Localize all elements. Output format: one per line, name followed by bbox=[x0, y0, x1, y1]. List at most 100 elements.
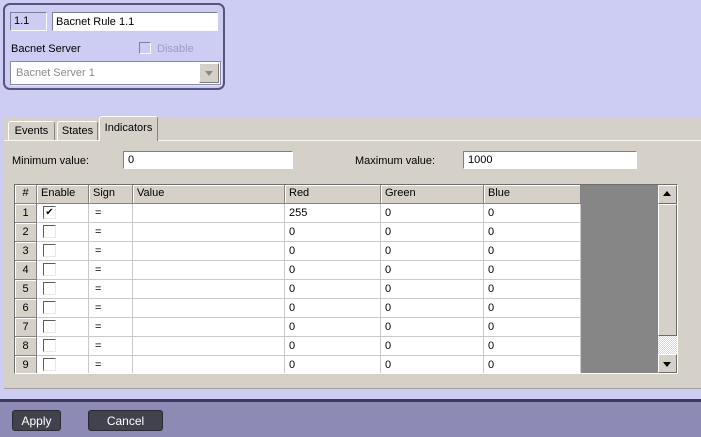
enable-cell[interactable] bbox=[37, 242, 89, 261]
blue-cell[interactable]: 0 bbox=[484, 223, 581, 242]
dropdown-button[interactable] bbox=[199, 63, 219, 83]
value-cell[interactable] bbox=[133, 337, 285, 356]
row-number: 7 bbox=[15, 318, 37, 337]
column-header-enable[interactable]: Enable bbox=[37, 185, 89, 204]
value-cell[interactable] bbox=[133, 223, 285, 242]
table-row: 2 = 0 0 0 bbox=[15, 223, 581, 242]
enable-checkbox[interactable] bbox=[43, 263, 56, 276]
red-cell[interactable]: 255 bbox=[285, 204, 381, 223]
sign-cell[interactable]: = bbox=[89, 299, 133, 318]
scroll-down-button[interactable] bbox=[658, 354, 677, 373]
green-cell[interactable]: 0 bbox=[381, 223, 484, 242]
rule-name-field[interactable] bbox=[52, 12, 218, 31]
column-header-green[interactable]: Green bbox=[381, 185, 484, 204]
green-cell[interactable]: 0 bbox=[381, 261, 484, 280]
tab-page-top-edge bbox=[4, 140, 701, 141]
enable-cell[interactable]: ✔ bbox=[37, 204, 89, 223]
maximum-value-input[interactable] bbox=[463, 151, 637, 169]
minimum-value-input[interactable] bbox=[123, 151, 293, 169]
blue-cell[interactable]: 0 bbox=[484, 337, 581, 356]
row-number: 4 bbox=[15, 261, 37, 280]
blue-cell[interactable]: 0 bbox=[484, 318, 581, 337]
green-cell[interactable]: 0 bbox=[381, 318, 484, 337]
sign-cell[interactable]: = bbox=[89, 356, 133, 373]
green-cell[interactable]: 0 bbox=[381, 299, 484, 318]
value-cell[interactable] bbox=[133, 356, 285, 373]
blue-cell[interactable]: 0 bbox=[484, 280, 581, 299]
tab-events[interactable]: Events bbox=[8, 121, 55, 140]
green-cell[interactable]: 0 bbox=[381, 242, 484, 261]
value-cell[interactable] bbox=[133, 280, 285, 299]
enable-checkbox[interactable]: ✔ bbox=[43, 206, 56, 219]
disable-checkbox[interactable] bbox=[139, 42, 151, 54]
value-cell[interactable] bbox=[133, 242, 285, 261]
red-cell[interactable]: 0 bbox=[285, 318, 381, 337]
sign-cell[interactable]: = bbox=[89, 337, 133, 356]
enable-checkbox[interactable] bbox=[43, 320, 56, 333]
column-header-blue[interactable]: Blue bbox=[484, 185, 581, 204]
red-cell[interactable]: 0 bbox=[285, 299, 381, 318]
red-cell[interactable]: 0 bbox=[285, 261, 381, 280]
enable-checkbox[interactable] bbox=[43, 282, 56, 295]
enable-checkbox[interactable] bbox=[43, 301, 56, 314]
rule-header-panel: 1.1 Bacnet Server Disable Bacnet Server … bbox=[3, 3, 225, 90]
scroll-up-button[interactable] bbox=[658, 185, 677, 204]
blue-cell[interactable]: 0 bbox=[484, 299, 581, 318]
column-header-value[interactable]: Value bbox=[133, 185, 285, 204]
green-cell[interactable]: 0 bbox=[381, 356, 484, 373]
blue-cell[interactable]: 0 bbox=[484, 204, 581, 223]
bacnet-server-dropdown-value: Bacnet Server 1 bbox=[16, 67, 95, 79]
scroll-down-icon bbox=[663, 362, 671, 367]
disable-checkbox-label: Disable bbox=[157, 43, 194, 55]
column-header-red[interactable]: Red bbox=[285, 185, 381, 204]
value-cell[interactable] bbox=[133, 299, 285, 318]
blue-cell[interactable]: 0 bbox=[484, 242, 581, 261]
scrollbar-thumb[interactable] bbox=[658, 204, 677, 336]
enable-cell[interactable] bbox=[37, 337, 89, 356]
table-row: 4 = 0 0 0 bbox=[15, 261, 581, 280]
enable-checkbox[interactable] bbox=[43, 358, 56, 371]
blue-cell[interactable]: 0 bbox=[484, 261, 581, 280]
vertical-scrollbar[interactable] bbox=[658, 185, 677, 373]
green-cell[interactable]: 0 bbox=[381, 204, 484, 223]
cancel-button[interactable]: Cancel bbox=[88, 410, 163, 431]
rule-id-field[interactable]: 1.1 bbox=[10, 12, 47, 31]
green-cell[interactable]: 0 bbox=[381, 280, 484, 299]
bacnet-server-dropdown[interactable]: Bacnet Server 1 bbox=[10, 61, 221, 85]
scroll-up-icon bbox=[663, 191, 671, 196]
enable-cell[interactable] bbox=[37, 280, 89, 299]
value-cell[interactable] bbox=[133, 318, 285, 337]
enable-cell[interactable] bbox=[37, 356, 89, 373]
enable-cell[interactable] bbox=[37, 223, 89, 242]
tab-states[interactable]: States bbox=[57, 121, 98, 140]
sign-cell[interactable]: = bbox=[89, 318, 133, 337]
value-cell[interactable] bbox=[133, 204, 285, 223]
column-header-number[interactable]: # bbox=[15, 185, 37, 204]
enable-checkbox[interactable] bbox=[43, 339, 56, 352]
blue-cell[interactable]: 0 bbox=[484, 356, 581, 373]
grid-body: 1 ✔ = 255 0 0 2 = 0 0 0 3 = 0 0 0 4 = 0 0 0 5 = 0 0 0 6 = 0 0 0 7 = 0 0 0 8 =… bbox=[15, 204, 581, 373]
enable-cell[interactable] bbox=[37, 318, 89, 337]
red-cell[interactable]: 0 bbox=[285, 242, 381, 261]
green-cell[interactable]: 0 bbox=[381, 337, 484, 356]
sign-cell[interactable]: = bbox=[89, 204, 133, 223]
enable-cell[interactable] bbox=[37, 261, 89, 280]
red-cell[interactable]: 0 bbox=[285, 280, 381, 299]
table-row: 3 = 0 0 0 bbox=[15, 242, 581, 261]
tab-indicators[interactable]: Indicators bbox=[99, 116, 158, 141]
red-cell[interactable]: 0 bbox=[285, 356, 381, 373]
sign-cell[interactable]: = bbox=[89, 280, 133, 299]
apply-button[interactable]: Apply bbox=[12, 410, 61, 431]
enable-checkbox[interactable] bbox=[43, 225, 56, 238]
enable-checkbox[interactable] bbox=[43, 244, 56, 257]
enable-cell[interactable] bbox=[37, 299, 89, 318]
sign-cell[interactable]: = bbox=[89, 242, 133, 261]
sign-cell[interactable]: = bbox=[89, 261, 133, 280]
column-header-sign[interactable]: Sign bbox=[89, 185, 133, 204]
value-cell[interactable] bbox=[133, 261, 285, 280]
red-cell[interactable]: 0 bbox=[285, 337, 381, 356]
sign-cell[interactable]: = bbox=[89, 223, 133, 242]
red-cell[interactable]: 0 bbox=[285, 223, 381, 242]
table-row: 5 = 0 0 0 bbox=[15, 280, 581, 299]
